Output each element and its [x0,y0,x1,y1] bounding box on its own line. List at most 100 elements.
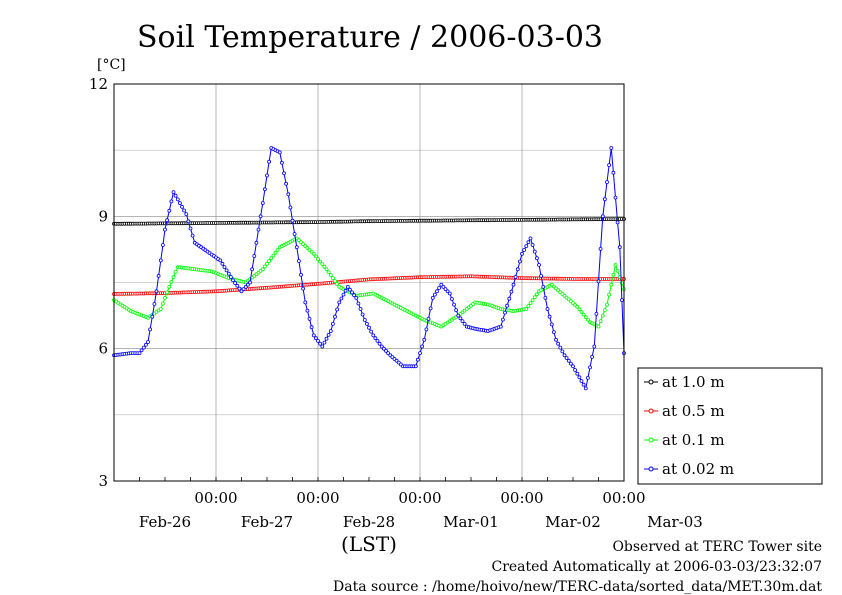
data-point [224,268,229,273]
data-point [452,302,456,307]
data-point [152,302,157,306]
footer-site: Observed at TERC Tower site [612,539,822,555]
data-point [226,271,231,276]
data-point [299,272,303,277]
data-point [524,244,529,249]
data-point [549,322,554,327]
data-point [424,327,429,332]
data-point [447,291,452,296]
data-point [267,259,272,263]
data-point [532,295,537,300]
legend-label: at 0.02 m [662,460,734,478]
data-point [386,351,391,356]
data-point [171,190,176,195]
x-tick-label: 00:00 [500,489,543,507]
data-point [235,283,240,288]
data-point [218,258,223,263]
data-point [296,259,301,263]
data-point [586,317,590,322]
data-point [581,312,586,317]
data-point [613,195,618,200]
data-point [526,240,531,245]
data-point [180,204,184,209]
x-tick-label: 00:00 [398,489,441,507]
legend-label: at 0.1 m [662,431,725,449]
data-point [445,289,450,294]
data-point [373,336,378,341]
data-point [169,199,174,204]
data-point [322,340,327,345]
data-point [320,344,325,349]
data-point [143,342,148,347]
data-point [579,309,584,314]
data-point [377,341,382,346]
data-point [248,280,252,285]
data-point [256,227,261,232]
data-point [575,304,580,309]
data-point [505,303,510,308]
data-point [535,292,539,297]
data-point [528,236,533,241]
data-point [600,214,605,219]
x-day-label: Feb-26 [139,513,191,531]
data-point [613,262,618,267]
data-point [439,282,444,287]
data-point [350,290,354,295]
data-point [422,337,427,342]
data-point [500,317,505,322]
data-point [141,345,146,350]
data-point [260,267,265,272]
data-point [222,265,227,270]
data-point [535,256,539,261]
data-point [607,163,611,168]
data-point [615,268,620,273]
data-point [158,258,163,263]
data-point [167,208,172,213]
data-point [415,357,420,362]
data-point [337,300,342,305]
data-point [220,261,225,266]
data-point [271,253,276,258]
data-point [524,307,529,311]
data-point [528,301,533,306]
data-point [362,318,367,322]
data-point [239,289,244,294]
legend-label: at 0.5 m [662,402,725,420]
data-point [530,243,535,247]
plot-area [112,146,626,391]
data-point [245,282,250,287]
data-point [609,146,614,150]
data-point [269,256,274,261]
data-point [313,254,318,259]
data-point [617,245,622,250]
data-point [432,292,437,297]
data-point [547,314,552,319]
data-point [316,257,320,261]
data-point [358,307,363,311]
data-point [545,307,550,311]
data-point [228,275,233,279]
data-point [369,329,374,334]
data-point [594,311,599,316]
data-point [498,324,503,329]
footer-source: Data source : /home/hoivo/new/TERC-data/… [333,579,822,595]
y-axis-ticks: 3 6 9 12 [89,75,108,490]
data-point [590,354,594,359]
data-point [150,314,155,319]
data-point [275,248,280,252]
x-tick-label: 00:00 [296,489,339,507]
data-point [294,245,299,250]
x-day-label: Mar-03 [647,513,703,531]
data-point [160,243,165,247]
data-point [556,341,560,346]
data-point [503,310,507,315]
data-point [177,201,182,206]
footer-created: Created Automatically at 2006-03-03/23:3… [491,559,822,575]
data-point [241,287,246,292]
data-point [462,321,467,326]
data-point [430,295,435,300]
data-point [605,302,609,307]
data-point [360,312,365,317]
data-point [454,308,459,313]
